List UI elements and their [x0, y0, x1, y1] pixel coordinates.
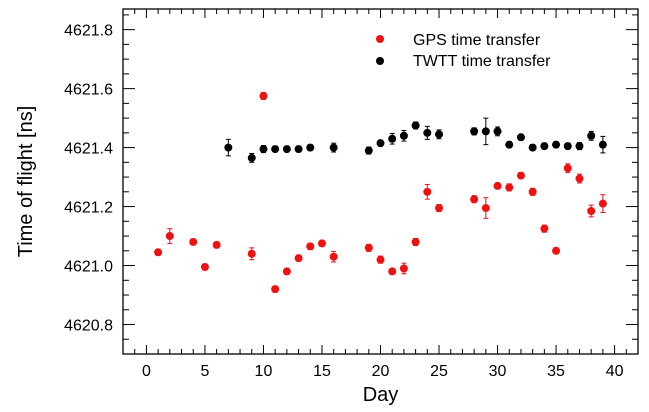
x-tick-label: 5 [200, 363, 209, 380]
y-tick-label: 4621.0 [64, 259, 113, 276]
data-point [317, 239, 326, 248]
x-tick-label: 30 [489, 363, 507, 380]
data-point [306, 143, 315, 152]
data-point [435, 204, 444, 213]
data-point [399, 131, 408, 140]
data-point [470, 195, 479, 204]
data-point [528, 187, 537, 196]
data-point [388, 267, 397, 276]
data-point [224, 143, 233, 152]
data-point [247, 249, 256, 258]
y-tick-label: 4621.6 [64, 82, 113, 99]
data-point [540, 142, 549, 151]
legend: GPS time transfer TWTT time transfer [376, 32, 551, 70]
legend-marker-gps [376, 35, 384, 43]
data-point [540, 224, 549, 233]
data-point [388, 134, 397, 143]
data-point [552, 246, 561, 255]
data-point [329, 143, 338, 152]
data-point [364, 243, 373, 252]
data-point [271, 145, 280, 154]
data-point [259, 91, 268, 100]
x-axis-title: Day [363, 384, 399, 406]
data-point [271, 285, 280, 294]
data-point [212, 240, 221, 249]
data-point [282, 267, 291, 276]
data-point [259, 145, 268, 154]
data-point [598, 140, 607, 149]
data-point [423, 187, 432, 196]
data-point [154, 248, 163, 257]
data-point [411, 121, 420, 130]
y-axis-title: Time of flight [ns] [15, 106, 37, 258]
legend-item-gps: GPS time transfer [376, 32, 541, 49]
data-point [364, 146, 373, 155]
data-point [435, 130, 444, 139]
data-point [493, 181, 502, 190]
data-point [200, 263, 209, 272]
x-tick-label: 40 [606, 363, 624, 380]
data-point [493, 127, 502, 136]
data-point [306, 242, 315, 251]
y-tick-label: 4621.8 [64, 23, 113, 40]
legend-marker-twtt [376, 57, 384, 65]
data-point [282, 145, 291, 154]
data-point [505, 183, 514, 192]
x-tick-label: 15 [313, 363, 331, 380]
legend-item-twtt: TWTT time transfer [376, 53, 551, 70]
data-point [423, 128, 432, 137]
data-point [329, 252, 338, 261]
data-point [481, 204, 490, 213]
y-tick-label: 4621.4 [64, 141, 113, 158]
data-point [575, 142, 584, 151]
data-point [294, 254, 303, 263]
data-point [552, 140, 561, 149]
data-point [294, 145, 303, 154]
data-point [399, 264, 408, 273]
y-tick-label: 4620.8 [64, 318, 113, 335]
x-tick-label: 0 [142, 363, 151, 380]
data-point [376, 139, 385, 148]
x-tick-label: 20 [372, 363, 390, 380]
tick-labels: 0 5 10 15 20 25 30 35 40 4620.8 4621.0 4621.2 4621.4… [64, 23, 624, 380]
data-point [165, 232, 174, 241]
axis-ticks [122, 9, 639, 355]
x-tick-label: 35 [547, 363, 565, 380]
data-point [376, 255, 385, 264]
data-point [587, 131, 596, 140]
data-point [528, 143, 537, 152]
data-point [189, 237, 198, 246]
series-twtt [224, 117, 607, 163]
legend-label-gps: GPS time transfer [413, 32, 541, 49]
data-point [563, 164, 572, 173]
y-tick-label: 4621.2 [64, 200, 113, 217]
data-point [598, 199, 607, 208]
data-point [481, 127, 490, 136]
series-gps [154, 91, 607, 294]
legend-label-twtt: TWTT time transfer [413, 53, 551, 70]
data-point [516, 171, 525, 180]
data-point [587, 206, 596, 215]
x-tick-label: 25 [430, 363, 448, 380]
x-tick-label: 10 [255, 363, 273, 380]
data-point [505, 140, 514, 149]
data-point [516, 133, 525, 142]
data-point [247, 153, 256, 162]
data-point [563, 142, 572, 151]
data-point [575, 174, 584, 183]
data-point [470, 127, 479, 136]
data-point [411, 237, 420, 246]
series-layer [154, 91, 607, 294]
